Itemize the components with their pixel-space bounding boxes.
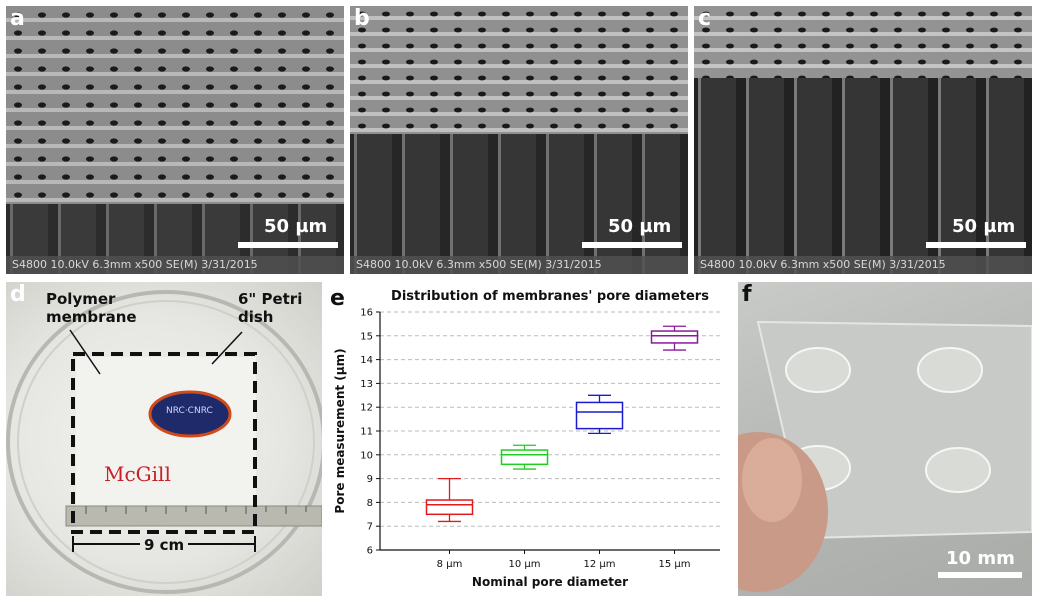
sem-texture-c xyxy=(694,6,1032,274)
scale-bar-a xyxy=(238,242,338,248)
y-tick-label: 11 xyxy=(360,427,373,438)
sem-image-c: c 50 µm S4800 10.0kV 6.3mm x500 SE(M) 3/… xyxy=(694,6,1032,274)
panel-letter-e: e xyxy=(330,286,345,311)
chart-panel-e: e Distribution of membranes' pore diamet… xyxy=(328,282,732,596)
photo-petri-dish: d Polymer membrane 6" Petri dish NRC·CNR… xyxy=(6,282,322,596)
petri-dish-drawing xyxy=(6,290,322,594)
box-plot-chart: Distribution of membranes' pore diameter… xyxy=(333,289,720,589)
sem-texture-a xyxy=(6,6,344,274)
panel-letter-c: c xyxy=(698,6,712,31)
scale-bar-label-d: 9 cm xyxy=(140,536,189,554)
nrc-logo-text: NRC·CNRC xyxy=(166,406,213,416)
y-tick-label: 8 xyxy=(367,498,373,509)
y-tick-label: 9 xyxy=(367,474,373,485)
sem-image-a: a 50 µm S4800 10.0kV 6.3mm x500 SE(M) 3/… xyxy=(6,6,344,274)
photo-membrane-slide: f 10 mm xyxy=(738,282,1032,596)
sem-texture-b xyxy=(350,6,688,274)
scale-bar-label-f: 10 mm xyxy=(946,548,1015,569)
x-tick-label: 10 µm xyxy=(508,559,540,570)
y-tick-label: 12 xyxy=(360,403,373,414)
scale-bar-label-c: 50 µm xyxy=(952,216,1016,237)
panel-letter-d: d xyxy=(10,282,26,307)
x-tick-label: 12 µm xyxy=(583,559,615,570)
y-axis-label: Pore measurement (µm) xyxy=(333,348,347,513)
scale-bar-c xyxy=(926,242,1026,248)
sem-image-b: b 50 µm S4800 10.0kV 6.3mm x500 SE(M) 3/… xyxy=(350,6,688,274)
panel-letter-a: a xyxy=(10,6,25,31)
scale-bar-label-b: 50 µm xyxy=(608,216,672,237)
box xyxy=(575,401,624,430)
scale-bar-f xyxy=(938,572,1022,578)
y-tick-label: 6 xyxy=(367,546,373,557)
mcgill-logo: McGill xyxy=(104,462,171,486)
slide-drawing xyxy=(738,320,1032,592)
y-tick-label: 7 xyxy=(367,522,373,533)
x-tick-label: 15 µm xyxy=(658,559,690,570)
label-polymer-membrane: Polymer membrane xyxy=(46,290,137,326)
y-tick-label: 13 xyxy=(360,379,373,390)
panel-letter-f: f xyxy=(742,282,752,307)
box xyxy=(500,449,549,466)
box xyxy=(650,330,699,344)
sem-caption-a: S4800 10.0kV 6.3mm x500 SE(M) 3/31/2015 xyxy=(6,256,344,274)
y-tick-label: 10 xyxy=(360,450,373,461)
y-tick-label: 16 xyxy=(360,308,373,319)
panel-letter-b: b xyxy=(354,6,370,31)
sem-caption-b: S4800 10.0kV 6.3mm x500 SE(M) 3/31/2015 xyxy=(350,256,688,274)
chart-title: Distribution of membranes' pore diameter… xyxy=(391,289,709,304)
sem-caption-c: S4800 10.0kV 6.3mm x500 SE(M) 3/31/2015 xyxy=(694,256,1032,274)
y-tick-label: 14 xyxy=(360,355,373,366)
scale-bar-b xyxy=(582,242,682,248)
x-tick-label: 8 µm xyxy=(437,559,463,570)
y-tick-label: 15 xyxy=(360,331,373,342)
box xyxy=(425,499,474,516)
scale-bar-label-a: 50 µm xyxy=(264,216,328,237)
x-axis-label: Nominal pore diameter xyxy=(472,575,628,589)
label-petri-dish: 6" Petri dish xyxy=(238,290,303,326)
